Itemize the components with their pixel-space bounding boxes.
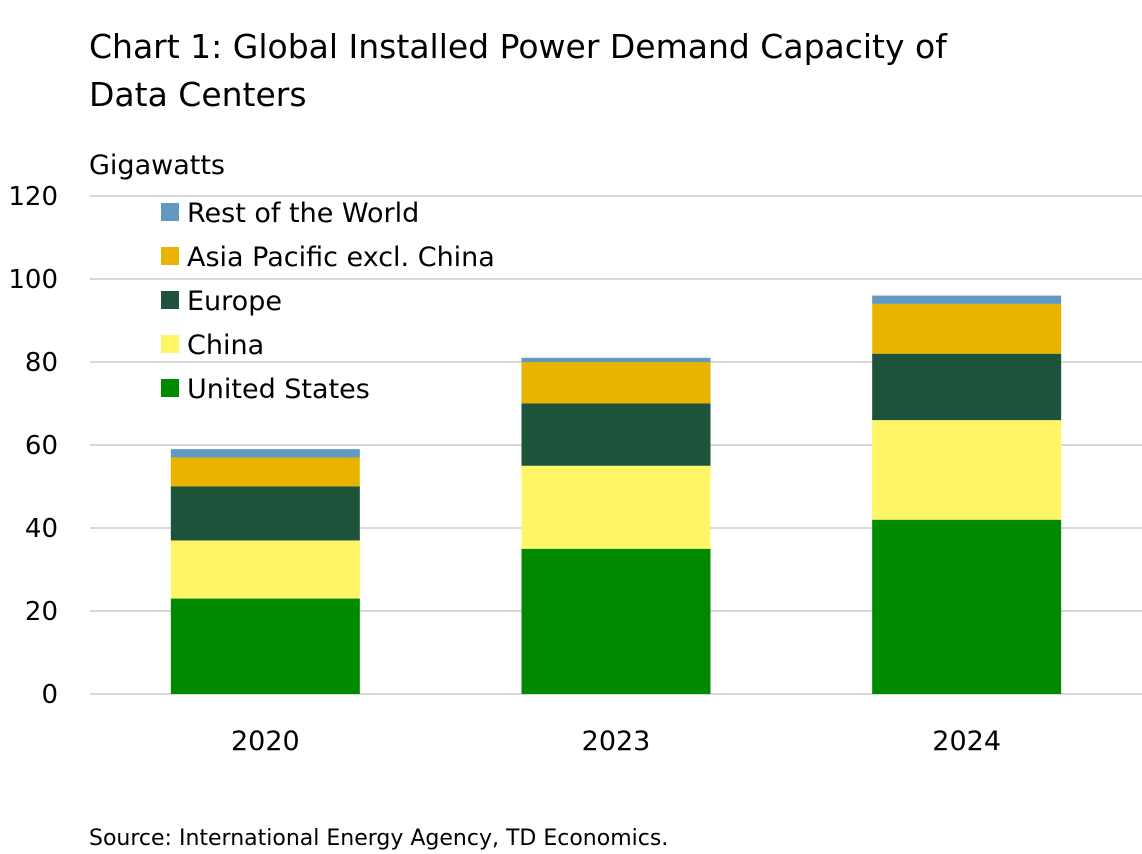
x-tick-label: 2024 <box>932 726 1001 757</box>
legend-label: Rest of the World <box>187 198 419 229</box>
source-note: Source: International Energy Agency, TD … <box>89 826 668 850</box>
legend-swatch <box>161 203 179 221</box>
chart-title-line-1: Chart 1: Global Installed Power Demand C… <box>89 27 948 66</box>
bar-segment <box>170 540 360 599</box>
legend-swatch <box>161 335 179 353</box>
bar-segment <box>521 548 711 694</box>
bar-segment <box>872 420 1062 520</box>
y-tick-label: 100 <box>8 265 58 295</box>
legend-swatch <box>161 379 179 397</box>
bar-segment <box>872 519 1062 694</box>
bar-segment <box>170 598 360 694</box>
bar-segment <box>521 362 711 404</box>
y-tick-label: 80 <box>25 348 58 378</box>
legend-swatch <box>161 291 179 309</box>
chart-title-line-2: Data Centers <box>89 75 307 114</box>
y-tick-label: 120 <box>8 182 58 212</box>
y-tick-label: 40 <box>25 514 58 544</box>
bar-segment <box>872 353 1062 421</box>
bar-segment <box>521 403 711 466</box>
y-tick-label: 60 <box>25 431 58 461</box>
bar-segment <box>170 457 360 487</box>
y-tick-label: 0 <box>41 680 58 710</box>
legend-label: Europe <box>187 286 282 317</box>
legend-label: United States <box>187 374 370 405</box>
bar-segment <box>170 486 360 541</box>
legend-label: China <box>187 330 264 361</box>
x-tick-label: 2020 <box>231 726 300 757</box>
bar-segment <box>170 449 360 458</box>
y-axis-label: Gigawatts <box>89 150 225 181</box>
bar-segment <box>521 465 711 549</box>
x-tick-label: 2023 <box>582 726 651 757</box>
bar-segment <box>521 357 711 362</box>
legend-swatch <box>161 247 179 265</box>
legend-label: Asia Pacific excl. China <box>187 242 495 273</box>
y-tick-label: 20 <box>25 597 58 627</box>
bar-segment <box>872 295 1062 304</box>
bar-segment <box>872 303 1062 354</box>
